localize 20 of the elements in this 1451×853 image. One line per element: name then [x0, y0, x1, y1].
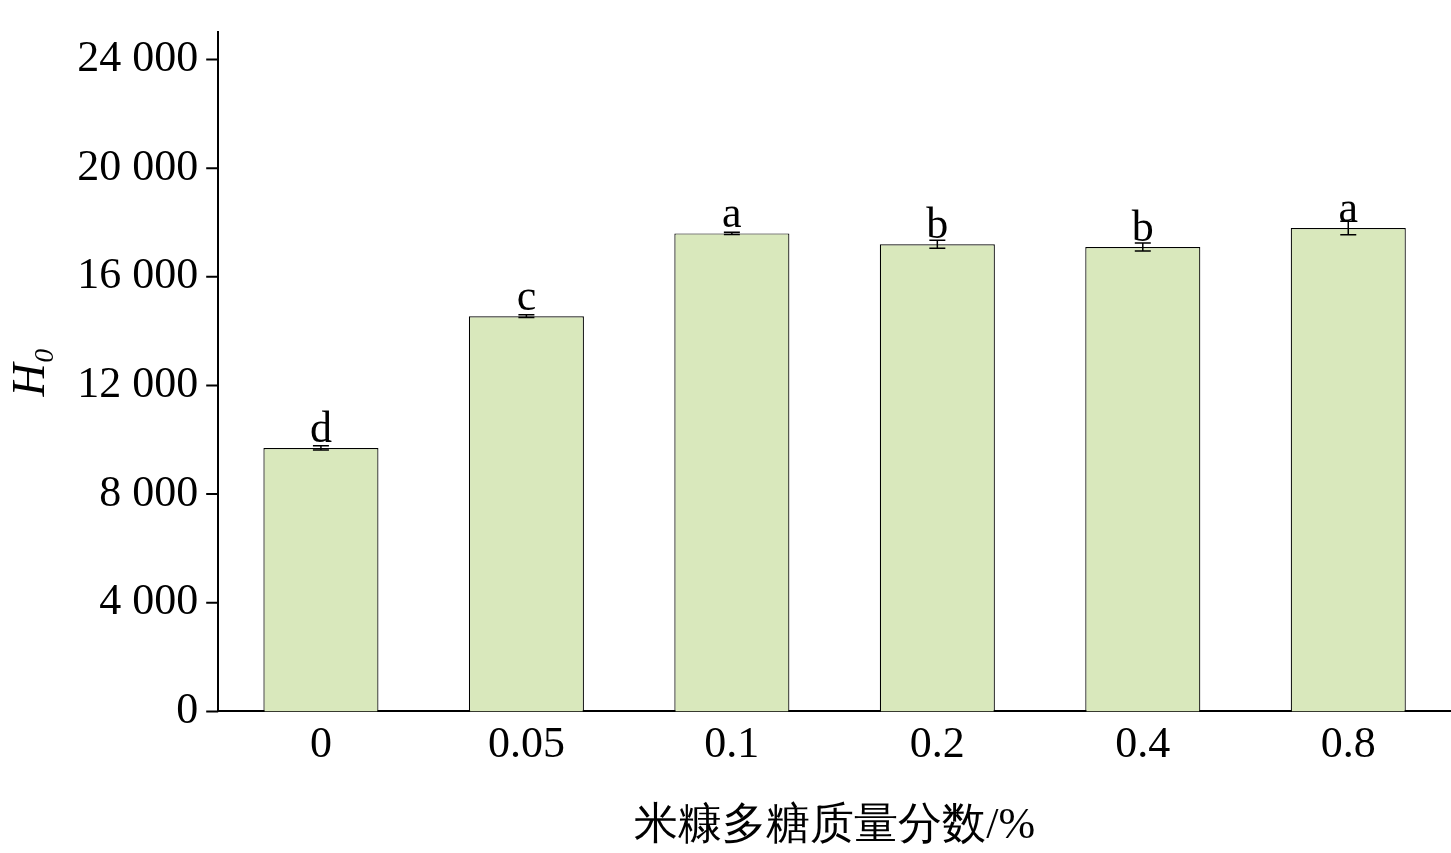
y-tick-label: 12 000: [77, 358, 199, 408]
annotation: a: [722, 188, 742, 238]
annotation: c: [516, 271, 537, 321]
y-tick-label: 4 000: [99, 575, 199, 625]
y-tick-label: 0: [176, 683, 199, 733]
x-tick-label: 0.1: [704, 718, 760, 768]
x-axis-title: 米糠多糖质量分数/%: [634, 799, 1036, 849]
y-tick-label: 16 000: [77, 249, 199, 299]
x-tick-label: 0: [309, 718, 332, 768]
x-tick-label: 0.8: [1320, 718, 1376, 768]
annotation: b: [1131, 201, 1154, 251]
y-tick-label: 20 000: [77, 140, 199, 190]
x-tick-label: 0.2: [909, 718, 965, 768]
x-tick-label: 0.05: [487, 718, 565, 768]
y-axis-title: H₀: [2, 347, 54, 398]
x-tick-label: 0.4: [1115, 718, 1171, 768]
annotation: d: [309, 402, 332, 452]
y-tick-label: 24 000: [77, 32, 199, 82]
y-tick-label: 8 000: [99, 466, 199, 516]
annotation: b: [926, 199, 949, 249]
